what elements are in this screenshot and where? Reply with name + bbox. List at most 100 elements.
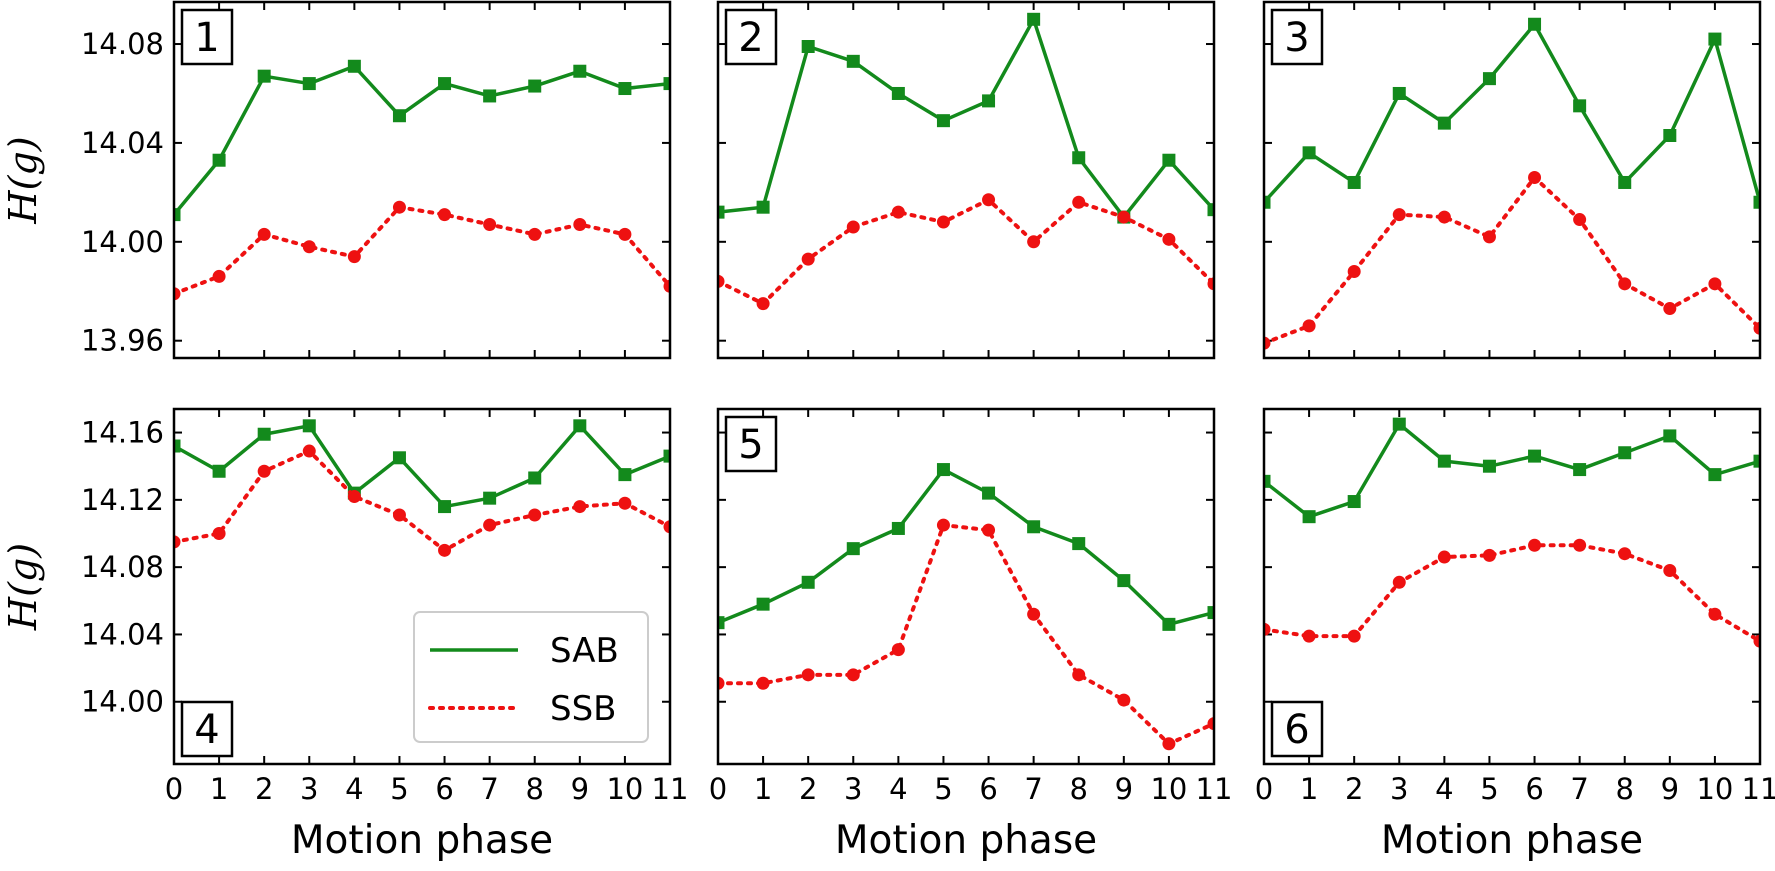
x-tick-label: 7 [480,772,498,806]
ssb-point [302,444,316,458]
ssb-point [1573,213,1587,227]
sab-point [1302,510,1316,524]
sab-point [1753,195,1760,209]
sab-point [1618,175,1632,189]
x-tick-label: 3 [1390,772,1408,806]
ssb-point [982,193,996,207]
panel-3: 3 [1262,0,1762,360]
series-sab [1264,17,1760,209]
y-axis-title: H(g) [1,543,45,631]
sab-point [1392,417,1406,431]
ssb-line [718,523,1214,746]
series-ssb [1264,171,1760,350]
ssb-point [1302,319,1316,333]
ssb-point [663,520,670,534]
sab-point [663,77,670,91]
ssb-point [1117,210,1131,224]
sab-point [573,419,587,433]
ssb-point [392,200,406,214]
ssb-point [174,287,181,301]
sab-line [1264,422,1760,519]
sab-point [573,64,587,78]
panel-number-box [724,8,778,66]
ssb-point [1663,302,1677,316]
sab-point [1027,520,1041,534]
panel-frame [1262,0,1762,360]
ssb-point [1072,195,1086,209]
sab-point [1347,175,1361,189]
ssb-point [257,227,271,241]
sab-point [846,542,860,556]
ssb-point [1392,208,1406,222]
ssb-point [663,279,670,293]
x-tick-label: 11 [1196,772,1233,806]
ssb-point [1302,629,1316,643]
sab-point [1347,495,1361,509]
ssb-point [618,496,632,510]
ssb-point [1207,277,1214,291]
ssb-point [1753,321,1760,335]
x-tick-label: 10 [1696,772,1733,806]
ssb-point [936,518,950,532]
ssb-point [1618,277,1632,291]
sab-line [174,424,670,509]
sab-point [618,82,632,96]
ssb-point [1437,550,1451,564]
ssb-point [891,643,905,657]
sab-point [347,59,361,73]
sab-point [528,471,542,485]
panel-2: 2 [716,0,1216,360]
panel-number: 2 [738,15,763,61]
sab-line [718,17,1214,219]
sab-point [1264,195,1271,209]
x-tick-label: 8 [1070,772,1088,806]
x-tick-label: 10 [606,772,643,806]
panel-number: 3 [1284,15,1309,61]
x-tick-label: 7 [1570,772,1588,806]
sab-point [392,451,406,465]
series-sab [718,12,1214,224]
legend: SAB SSB [413,611,649,743]
series-sab [1264,417,1760,524]
ssb-point [846,668,860,682]
sab-point [212,464,226,478]
ssb-point [573,218,587,231]
panel-1: 13.96 14.00 14.04 14.08 1 H(g) [1,0,672,360]
sab-point [257,427,271,441]
sab-point [1528,17,1542,31]
x-tick-label: 2 [799,772,817,806]
panel-number: 1 [194,15,219,61]
panel-number-box [1270,8,1324,66]
sab-point [438,77,452,91]
x-tick-label: 5 [390,772,408,806]
panel-frame [172,0,672,360]
x-axis-title: Motion phase [1381,818,1643,863]
sab-point [1207,203,1214,217]
sab-point [936,463,950,477]
sab-point [1573,99,1587,113]
sab-point [1482,459,1496,473]
ssb-point [1618,547,1632,561]
ssb-point [1753,634,1760,648]
sab-line [718,467,1214,627]
sab-point [756,597,770,611]
sab-point [302,419,316,433]
ssb-point [846,220,860,234]
ssb-line [174,449,670,553]
sab-point [1392,86,1406,100]
y-axis-title: H(g) [1,136,45,224]
x-tick-label: 9 [571,772,589,806]
x-tick-label: 5 [934,772,952,806]
panel-4: 0 1 2 3 4 5 6 7 8 9 10 1114.0014.0414.0814.1214.164… [1,407,688,863]
ssb-point [1117,693,1131,707]
panel-number: 6 [1284,707,1309,753]
ssb-point [1708,607,1722,621]
panel-number: 4 [194,707,219,753]
sab-point [302,77,316,91]
sab-point [483,89,497,103]
ssb-point [801,668,815,682]
sab-point [1663,129,1677,142]
